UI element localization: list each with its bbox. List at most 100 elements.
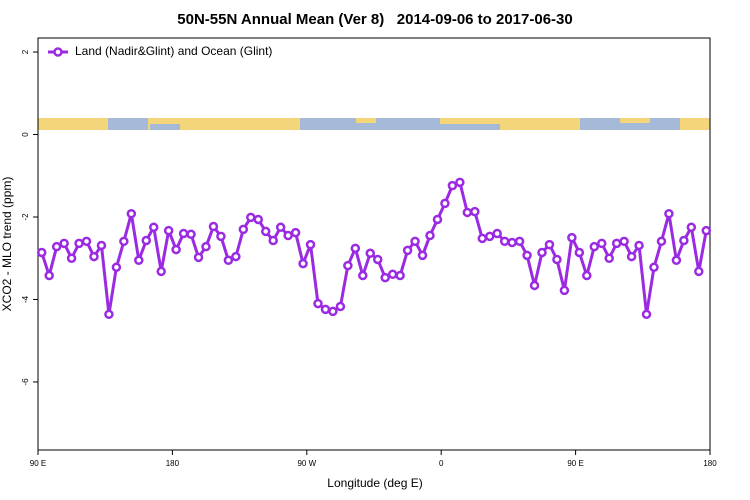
- point: [701, 225, 712, 236]
- point: [223, 255, 234, 266]
- chart-title: 50N-55N Annual Mean (Ver 8) 2014-09-06 t…: [177, 11, 572, 28]
- point: [343, 260, 353, 271]
- point: [582, 270, 592, 281]
- point: [664, 208, 674, 219]
- series-line: [40, 180, 708, 316]
- point: [417, 250, 428, 261]
- y-tick-label: -6: [21, 378, 30, 386]
- point: [335, 301, 346, 312]
- point: [671, 255, 682, 266]
- x-tick-label: 90 E: [30, 459, 46, 468]
- point: [462, 207, 473, 218]
- point: [111, 262, 122, 273]
- point: [186, 229, 196, 240]
- point: [626, 251, 637, 262]
- point: [649, 262, 659, 273]
- point: [387, 269, 398, 280]
- point: [350, 243, 361, 254]
- point: [514, 236, 525, 247]
- point: [119, 236, 129, 247]
- point: [380, 272, 390, 283]
- point: [193, 252, 204, 263]
- point: [305, 239, 316, 250]
- point: [260, 226, 271, 237]
- point: [268, 235, 278, 246]
- point: [208, 221, 219, 232]
- point: [134, 255, 144, 266]
- point: [686, 222, 697, 233]
- point: [447, 180, 458, 191]
- point: [544, 239, 555, 250]
- y-axis-label: XCO2 - MLO trend (ppm): [0, 177, 14, 312]
- point: [126, 208, 137, 219]
- point: [328, 306, 338, 317]
- point: [156, 266, 166, 277]
- point: [440, 198, 450, 209]
- point: [604, 253, 614, 263]
- point: [402, 245, 413, 256]
- point: [104, 309, 114, 320]
- point: [537, 247, 547, 258]
- point: [574, 247, 585, 258]
- point: [51, 241, 62, 252]
- plot-frame: [37, 37, 711, 451]
- point: [507, 237, 517, 248]
- point: [365, 248, 376, 259]
- point: [395, 270, 405, 281]
- legend-marker: [53, 47, 63, 57]
- point: [656, 236, 667, 247]
- point: [201, 241, 211, 252]
- point: [96, 240, 107, 251]
- x-tick-label: 90 E: [567, 459, 583, 468]
- point: [432, 214, 443, 225]
- point: [36, 247, 47, 258]
- point: [141, 235, 152, 246]
- point: [559, 285, 570, 296]
- x-tick-label: 0: [439, 459, 444, 468]
- point: [216, 231, 226, 242]
- point: [634, 240, 644, 251]
- x-axis-label: Longitude (deg E): [327, 476, 422, 490]
- point: [694, 266, 704, 277]
- point: [283, 230, 293, 241]
- y-tick-label: 0: [21, 132, 30, 137]
- point: [298, 258, 308, 269]
- land-ocean-strip: [38, 118, 710, 130]
- point: [619, 236, 629, 247]
- point: [589, 241, 600, 252]
- point: [679, 235, 689, 246]
- point: [470, 206, 480, 217]
- point: [492, 228, 502, 239]
- point: [320, 304, 331, 315]
- point: [455, 177, 465, 188]
- point: [246, 212, 256, 223]
- point: [596, 238, 607, 249]
- point: [89, 251, 99, 262]
- point: [81, 236, 92, 247]
- point: [552, 254, 562, 265]
- point: [44, 270, 54, 281]
- x-tick-label: 180: [166, 459, 180, 468]
- point: [74, 238, 84, 249]
- point: [238, 224, 249, 235]
- y-tick-label: 2: [21, 49, 30, 54]
- point: [59, 238, 69, 249]
- x-tick-label: 90 W: [297, 459, 316, 468]
- point: [477, 233, 488, 244]
- y-tick-label: -4: [21, 295, 30, 303]
- x-tick-label: 180: [703, 459, 717, 468]
- point: [522, 250, 532, 261]
- point: [275, 222, 286, 233]
- point: [529, 280, 540, 291]
- legend-label: Land (Nadir&Glint) and Ocean (Glint): [75, 44, 272, 58]
- point: [66, 253, 77, 263]
- point: [313, 298, 323, 309]
- point: [163, 225, 174, 236]
- point: [425, 230, 435, 241]
- point: [290, 227, 301, 238]
- point: [484, 231, 495, 242]
- point: [410, 236, 420, 247]
- point: [358, 270, 368, 281]
- point: [253, 214, 264, 225]
- point: [372, 254, 383, 265]
